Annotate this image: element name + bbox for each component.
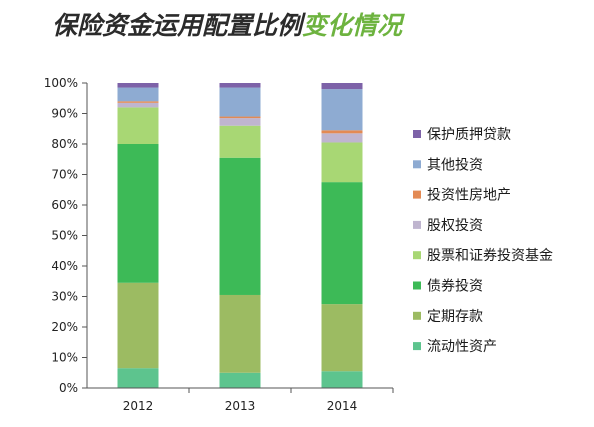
x-tick-label: 2013 xyxy=(225,399,256,413)
bar-segment xyxy=(117,102,159,108)
axes-group: 0% 10% 20% 30% 40% 50% 60% 70% 80% 90% 100% 2012 201… xyxy=(44,76,394,413)
bar-segment xyxy=(219,83,261,88)
bar-segment xyxy=(219,87,261,117)
y-tick-label: 50% xyxy=(51,229,78,243)
legend-swatch xyxy=(413,251,421,260)
legend-label: 其他投资 xyxy=(427,157,483,173)
bar-segment xyxy=(321,89,363,131)
bar-segment xyxy=(219,372,261,388)
bar-segment xyxy=(321,83,363,90)
bar-segment xyxy=(117,83,159,88)
bar-segment xyxy=(117,368,159,388)
legend-swatch xyxy=(413,190,421,199)
legend-label: 定期存款 xyxy=(427,309,483,325)
legend-swatch xyxy=(413,342,421,351)
legend-swatch xyxy=(413,311,421,320)
legend: 保护质押贷款其他投资投资性房地产股权投资股票和证券投资基金债券投资定期存款流动性… xyxy=(413,127,553,355)
bar-segment xyxy=(219,118,261,126)
bar-segment xyxy=(219,125,261,158)
legend-label: 股票和证券投资基金 xyxy=(427,247,553,264)
legend-label: 保护质押贷款 xyxy=(427,127,511,143)
bar-segment xyxy=(117,107,159,144)
legend-label: 流动性资产 xyxy=(427,339,497,355)
x-tick-label: 2012 xyxy=(123,399,154,413)
legend-label: 股权投资 xyxy=(427,218,483,234)
y-tick-label: 40% xyxy=(51,259,78,273)
legend-swatch xyxy=(413,160,421,169)
y-tick-label: 10% xyxy=(51,351,78,365)
y-tick-label: 70% xyxy=(51,168,78,182)
bar-segment xyxy=(117,87,159,102)
legend-swatch xyxy=(413,281,421,290)
y-tick-label: 90% xyxy=(51,107,78,121)
legend-swatch xyxy=(413,220,421,229)
y-tick-label: 30% xyxy=(51,290,78,304)
bar-segment xyxy=(321,133,363,143)
bar-segment xyxy=(117,144,159,283)
bar-segment xyxy=(321,130,363,134)
y-tick-label: 20% xyxy=(51,320,78,334)
bar-segment xyxy=(117,101,159,103)
y-tick-label: 60% xyxy=(51,198,78,212)
bar-segment xyxy=(321,371,363,388)
y-tick-label: 80% xyxy=(51,137,78,151)
bar-segment xyxy=(219,157,261,295)
legend-label: 投资性房地产 xyxy=(427,188,511,204)
title-highlight: 变化情况 xyxy=(302,11,403,40)
title-main: 保险资金运用配置比例 xyxy=(52,11,303,40)
legend-swatch xyxy=(413,130,421,138)
bar-segment xyxy=(321,304,363,372)
bar-segment xyxy=(219,116,261,119)
y-tick-label: 100% xyxy=(44,76,78,90)
bar-segment xyxy=(321,182,363,305)
y-tick-label: 0% xyxy=(59,381,78,395)
x-tick-label: 2014 xyxy=(327,399,358,413)
bar-segment xyxy=(321,142,363,183)
bar-segment xyxy=(117,282,159,369)
chart-title: 保险资金运用配置比例变化情况 xyxy=(52,6,402,42)
bars-group xyxy=(117,83,363,388)
bar-segment xyxy=(219,294,261,373)
legend-label: 债券投资 xyxy=(427,279,483,295)
